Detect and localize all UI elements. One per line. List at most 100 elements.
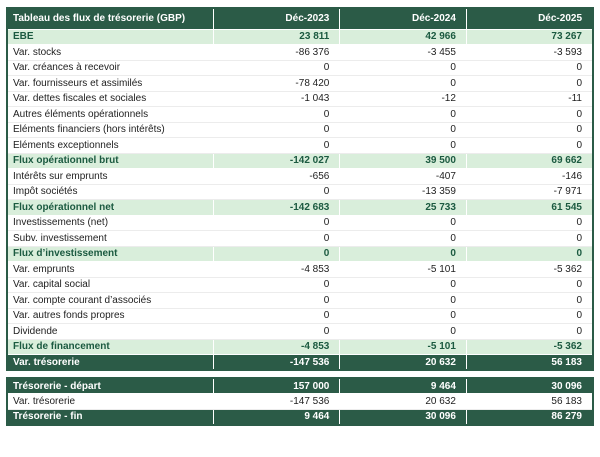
row-label: Var. compte courant d’associés <box>7 292 214 309</box>
cash-flow-table: Tableau des flux de trésorerie (GBP) Déc… <box>6 7 594 371</box>
cell-value: -7 971 <box>465 184 593 200</box>
cell-value: 20 632 <box>339 354 467 371</box>
cell-value: 0 <box>339 60 467 76</box>
cell-value: 157 000 <box>212 377 340 394</box>
treasury-summary-rows: Trésorerie - départ 157 000 9 464 30 096 Var… <box>7 377 593 425</box>
row-label: EBE <box>7 28 214 45</box>
cell-value: -147 536 <box>212 393 340 410</box>
cell-value: 0 <box>339 292 467 309</box>
cell-value: 0 <box>465 308 593 324</box>
cell-value: 9 464 <box>212 408 340 425</box>
row-label: Var. fournisseurs et assimilés <box>7 75 214 92</box>
table-row: Trésorerie - fin 9 464 30 096 86 279 <box>7 408 593 425</box>
table-row: Autres éléments opérationnels 0 0 0 <box>7 106 593 123</box>
cell-value: 0 <box>212 106 340 123</box>
table-row: Var. compte courant d’associés 0 0 0 <box>7 292 593 309</box>
cell-value: -5 362 <box>465 338 593 355</box>
cell-value: -86 376 <box>212 44 340 61</box>
cell-value: 0 <box>339 215 467 231</box>
cell-value: 0 <box>339 106 467 123</box>
table-row: Var. fournisseurs et assimilés -78 420 0 0 <box>7 75 593 92</box>
row-label: Autres éléments opérationnels <box>7 106 214 123</box>
cell-value: -5 101 <box>339 338 467 355</box>
cell-value: 0 <box>339 277 467 293</box>
cell-value: -407 <box>339 168 467 185</box>
cell-value: 30 096 <box>339 408 467 425</box>
row-label: Flux d’investissement <box>7 245 214 262</box>
cell-value: -142 683 <box>212 199 340 216</box>
cell-value: 0 <box>212 292 340 309</box>
cell-value: -12 <box>339 91 467 107</box>
row-label: Eléments exceptionnels <box>7 137 214 154</box>
cell-value: -5 362 <box>465 261 593 278</box>
cell-value: 0 <box>465 122 593 138</box>
table-row: Dividende 0 0 0 <box>7 323 593 340</box>
table-row: Flux d’investissement 0 0 0 <box>7 245 593 262</box>
table-row: Var. trésorerie -147 536 20 632 56 183 <box>7 354 593 371</box>
table-row: EBE 23 811 42 966 73 267 <box>7 28 593 45</box>
cell-value: -5 101 <box>339 261 467 278</box>
cell-value: 25 733 <box>339 199 467 216</box>
row-label: Var. trésorerie <box>7 393 214 410</box>
cell-value: 0 <box>339 75 467 92</box>
table-row: Eléments financiers (hors intérêts) 0 0 0 <box>7 122 593 138</box>
column-header-year3: Déc-2025 <box>465 8 593 29</box>
cell-value: 0 <box>212 323 340 340</box>
cell-value: -11 <box>465 91 593 107</box>
cell-value: 0 <box>465 75 593 92</box>
cell-value: 20 632 <box>339 393 467 410</box>
column-header-year2: Déc-2024 <box>339 8 467 29</box>
cell-value: 0 <box>212 60 340 76</box>
table-row: Intérêts sur emprunts -656 -407 -146 <box>7 168 593 185</box>
cell-value: -146 <box>465 168 593 185</box>
cell-value: 9 464 <box>339 377 467 394</box>
cell-value: 0 <box>339 245 467 262</box>
cell-value: 0 <box>465 245 593 262</box>
cell-value: -3 455 <box>339 44 467 61</box>
row-label: Intérêts sur emprunts <box>7 168 214 185</box>
cell-value: 0 <box>465 292 593 309</box>
cell-value: 0 <box>465 106 593 123</box>
row-label: Trésorerie - fin <box>7 408 214 425</box>
table-row: Flux opérationnel net -142 683 25 733 61 54… <box>7 199 593 216</box>
cell-value: 73 267 <box>465 28 593 45</box>
cell-value: 0 <box>212 308 340 324</box>
table-row: Var. emprunts -4 853 -5 101 -5 362 <box>7 261 593 278</box>
table-row: Var. dettes fiscales et sociales -1 043 -1… <box>7 91 593 107</box>
row-label: Trésorerie - départ <box>7 377 214 394</box>
row-label: Flux opérationnel net <box>7 199 214 216</box>
cell-value: 0 <box>339 230 467 247</box>
cell-value: 0 <box>339 122 467 138</box>
cell-value: 0 <box>465 277 593 293</box>
cell-value: 0 <box>212 184 340 200</box>
row-label: Var. trésorerie <box>7 354 214 371</box>
cell-value: 56 183 <box>465 393 593 410</box>
cell-value: 0 <box>212 137 340 154</box>
table-row: Flux de financement -4 853 -5 101 -5 362 <box>7 338 593 355</box>
cell-value: 86 279 <box>465 408 593 425</box>
table-row: Var. trésorerie -147 536 20 632 56 183 <box>7 393 593 410</box>
cell-value: -147 536 <box>212 354 340 371</box>
cell-value: 30 096 <box>465 377 593 394</box>
cell-value: 0 <box>465 137 593 154</box>
row-label: Dividende <box>7 323 214 340</box>
table-row: Eléments exceptionnels 0 0 0 <box>7 137 593 154</box>
row-label: Var. stocks <box>7 44 214 61</box>
row-label: Var. créances à recevoir <box>7 60 214 76</box>
cell-value: -78 420 <box>212 75 340 92</box>
cell-value: 0 <box>212 245 340 262</box>
table-row: Investissements (net) 0 0 0 <box>7 215 593 231</box>
table-row: Trésorerie - départ 157 000 9 464 30 096 <box>7 377 593 394</box>
cell-value: -13 359 <box>339 184 467 200</box>
row-label: Investissements (net) <box>7 215 214 231</box>
table-title: Tableau des flux de trésorerie (GBP) <box>7 8 214 29</box>
table-row: Impôt sociétés 0 -13 359 -7 971 <box>7 184 593 200</box>
table-row: Var. stocks -86 376 -3 455 -3 593 <box>7 44 593 61</box>
row-label: Flux opérationnel brut <box>7 152 214 169</box>
cell-value: 23 811 <box>212 28 340 45</box>
cash-flow-sheet: Tableau des flux de trésorerie (GBP) Déc… <box>6 7 594 426</box>
cell-value: 0 <box>212 122 340 138</box>
row-label: Var. dettes fiscales et sociales <box>7 91 214 107</box>
cell-value: 0 <box>339 323 467 340</box>
cell-value: 39 500 <box>339 152 467 169</box>
